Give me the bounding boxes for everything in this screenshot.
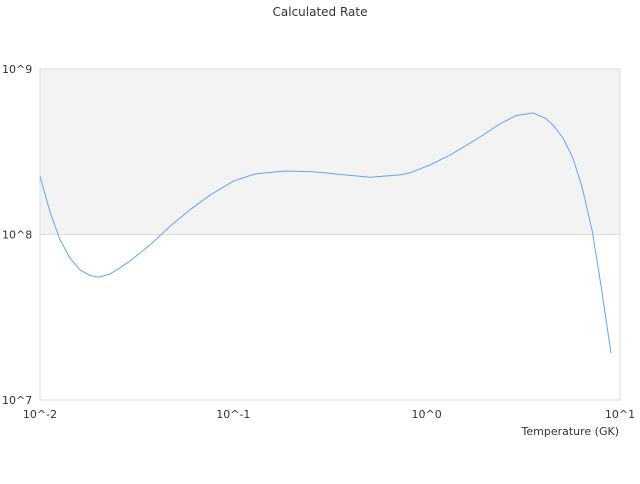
y-tick-label: 10^7	[2, 394, 32, 407]
x-tick-label: 10^0	[412, 408, 442, 421]
grid-band	[40, 234, 620, 400]
x-axis-label: Temperature (GK)	[521, 425, 620, 438]
grid-band	[40, 69, 620, 235]
y-tick-label: 10^8	[2, 229, 32, 242]
series-line	[39, 112, 612, 354]
x-tick-label: 10^-1	[216, 408, 250, 421]
chart-title: Calculated Rate	[273, 5, 368, 19]
y-tick-label: 10^9	[2, 63, 32, 76]
x-tick-label: 10^1	[605, 408, 635, 421]
x-tick-label: 10^-2	[23, 408, 57, 421]
